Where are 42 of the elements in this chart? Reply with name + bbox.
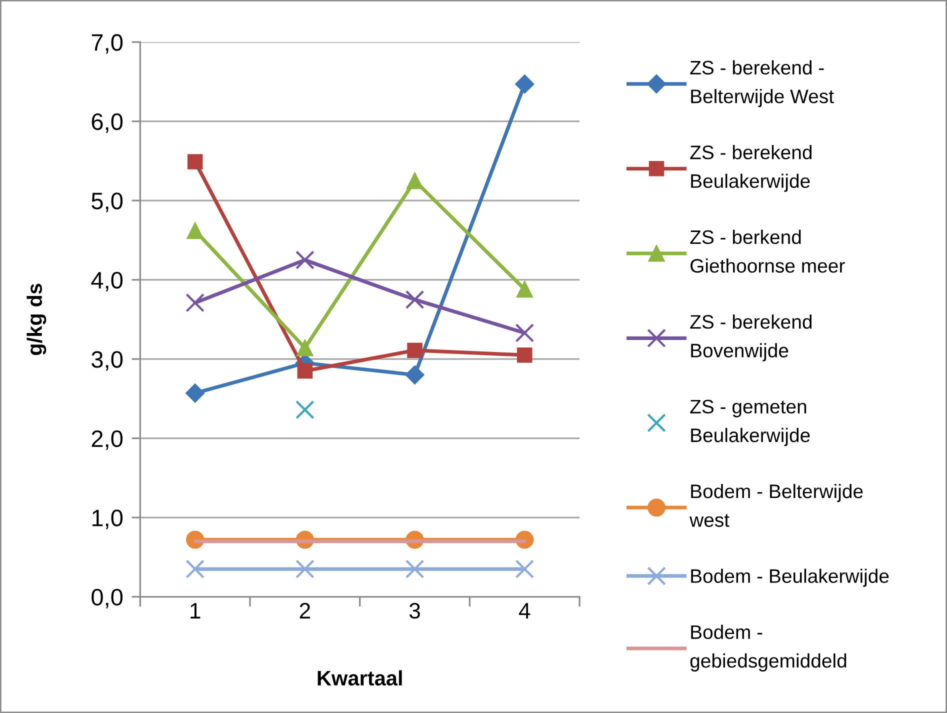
point bbox=[295, 560, 314, 578]
y-tick-label: 0,0 bbox=[92, 588, 123, 608]
legend-label: ZS - gemeten Beulakerwijde bbox=[690, 400, 810, 446]
point bbox=[186, 560, 205, 578]
legend-label: Bodem - gebiedsgemiddeld bbox=[690, 624, 846, 672]
point bbox=[405, 560, 424, 578]
y-tick-label: 6,0 bbox=[92, 113, 123, 133]
legend-label: ZS - berekend Beulakerwijde bbox=[690, 145, 812, 192]
y-tick-label: 7,0 bbox=[92, 34, 123, 54]
point bbox=[515, 560, 534, 578]
y-tick-label: 4,0 bbox=[91, 272, 123, 292]
x-tick-label: 1 bbox=[190, 603, 200, 618]
point bbox=[186, 293, 205, 312]
point bbox=[186, 384, 205, 403]
point bbox=[515, 323, 534, 342]
point bbox=[515, 74, 534, 94]
point bbox=[407, 342, 422, 358]
point bbox=[187, 154, 203, 170]
point bbox=[406, 172, 424, 190]
point bbox=[295, 400, 314, 420]
point bbox=[186, 222, 204, 240]
x-tick-label: 2 bbox=[300, 602, 310, 618]
legend-label: ZS - berekend - Belterwijde West bbox=[690, 60, 834, 108]
point bbox=[516, 280, 533, 298]
y-tick-label: 2,0 bbox=[92, 430, 123, 450]
point bbox=[295, 250, 314, 270]
point bbox=[405, 365, 424, 384]
point bbox=[297, 363, 313, 379]
legend-label: Bodem - Belterwijde west bbox=[690, 484, 863, 527]
point bbox=[296, 340, 314, 356]
point bbox=[517, 347, 532, 363]
x-tick-label: 4 bbox=[518, 603, 530, 618]
y-tick-label: 1,0 bbox=[92, 510, 123, 530]
y-tick-label: 5,0 bbox=[92, 192, 123, 212]
legend-label: ZS - berekend Bovenwijde bbox=[690, 314, 812, 362]
x-tick-label: 3 bbox=[409, 602, 420, 619]
legend-label: ZS - berkend Giethoornse meer bbox=[690, 230, 845, 273]
y-tick-label: 3,0 bbox=[92, 351, 123, 371]
y-axis-title: g/kg ds bbox=[26, 284, 46, 356]
point bbox=[405, 290, 424, 310]
x-axis-title: Kwartaal bbox=[318, 670, 402, 686]
legend-label: Bodem - Beulakerwijde bbox=[691, 568, 889, 587]
